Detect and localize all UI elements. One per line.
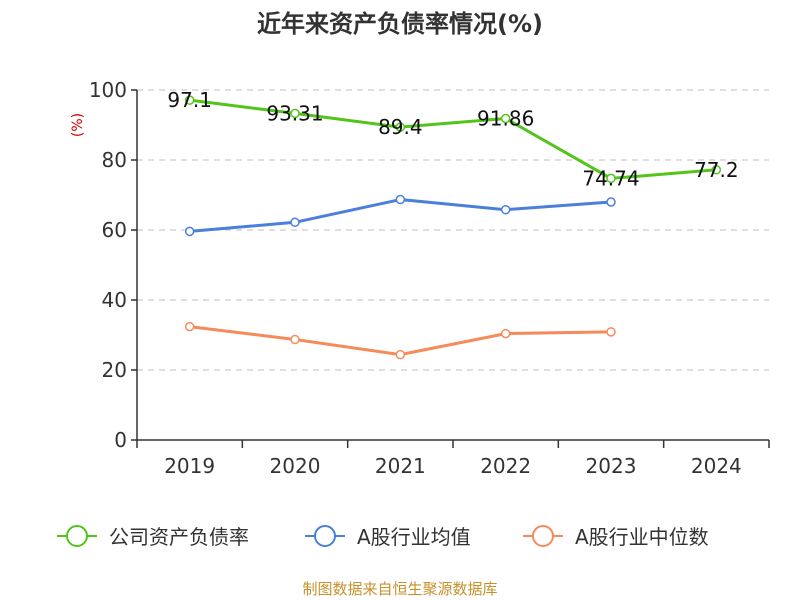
- data-label: 97.1: [167, 88, 212, 112]
- legend-marker-1: [66, 525, 88, 547]
- legend-marker-3: [532, 525, 554, 547]
- y-tick-label: 40: [102, 288, 127, 312]
- data-label: 89.4: [378, 115, 423, 139]
- chart-title: 近年来资产负债率情况(%): [257, 10, 543, 38]
- data-point: [395, 194, 406, 205]
- legend-marker-2: [314, 525, 336, 547]
- data-point: [606, 327, 616, 337]
- data-point: [290, 334, 300, 345]
- y-tick-label: 60: [102, 218, 127, 242]
- x-tick-label: 2024: [691, 454, 742, 478]
- legend: 公司资产负债率 A股行业均值 A股行业中位数: [57, 525, 709, 549]
- data-point: [290, 217, 300, 228]
- data-point: [606, 173, 616, 184]
- data-point: [184, 321, 195, 332]
- legend-label-1: 公司资产负债率: [109, 525, 249, 549]
- data-point: [290, 108, 300, 119]
- y-axis-label: (%): [70, 113, 86, 137]
- data-point: [606, 197, 616, 207]
- y-tick-label: 80: [102, 148, 127, 172]
- data-point: [500, 204, 511, 215]
- axes: 0 20 40 60 80 100 2019 2020 2021 2022 2023 2024: [89, 78, 770, 478]
- data-label: 93.31: [266, 101, 323, 125]
- x-tick-label: 2020: [270, 454, 321, 478]
- data-point: [500, 328, 511, 339]
- legend-label-3: A股行业中位数: [575, 525, 709, 549]
- data-labels: 97.1 93.31 89.4 91.86 74.74 77.2: [167, 88, 738, 190]
- data-point: [184, 226, 195, 237]
- data-point: [395, 122, 406, 132]
- data-point: [711, 165, 722, 175]
- legend-label-2: A股行业均值: [357, 525, 471, 549]
- data-point: [395, 349, 406, 360]
- y-tick-label: 20: [102, 358, 127, 382]
- data-label: 91.86: [477, 106, 534, 130]
- x-tick-label: 2019: [164, 454, 215, 478]
- x-tick-label: 2023: [586, 454, 637, 478]
- data-point: [184, 95, 195, 105]
- data-point: [500, 113, 511, 124]
- data-label: 74.74: [582, 166, 639, 190]
- series-line-2: [189, 198, 612, 233]
- x-tick-label: 2021: [375, 454, 426, 478]
- data-label: 77.2: [694, 158, 739, 182]
- y-tick-label: 0: [114, 428, 127, 452]
- grid-lines: [137, 89, 769, 371]
- series-line-1: [189, 98, 717, 180]
- source-footer: 制图数据来自恒生聚源数据库: [302, 580, 497, 598]
- series-layer: [184, 95, 722, 360]
- x-tick-label: 2022: [480, 454, 531, 478]
- y-tick-label: 100: [89, 78, 127, 102]
